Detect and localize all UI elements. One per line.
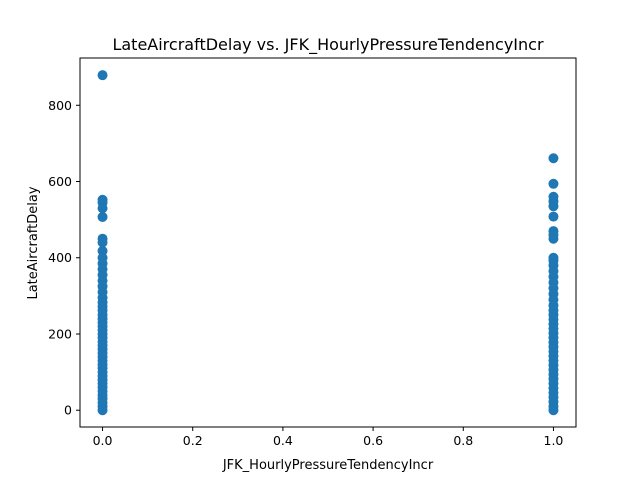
- y-tick-label: 200: [48, 326, 72, 341]
- data-point: [97, 70, 108, 81]
- plot-area: [79, 57, 577, 428]
- data-point: [97, 211, 108, 222]
- y-tick-label: 400: [48, 250, 72, 265]
- data-point: [97, 405, 108, 416]
- data-point: [97, 237, 108, 248]
- y-tick-label: 800: [48, 98, 72, 113]
- x-axis-label: JFK_HourlyPressureTendencyIncr: [222, 458, 434, 473]
- data-point: [548, 178, 559, 189]
- data-point: [548, 153, 559, 164]
- y-axis-label: LateAircraftDelay: [26, 186, 41, 299]
- data-point: [548, 233, 559, 244]
- x-tick-label: 0.8: [453, 433, 473, 448]
- data-point: [548, 211, 559, 222]
- x-tick-label: 0.4: [273, 433, 293, 448]
- chart-title: LateAircraftDelay vs. JFK_HourlyPressure…: [112, 35, 543, 55]
- data-point: [548, 201, 559, 212]
- data-point: [97, 245, 108, 256]
- y-axis-ticks: 0 200 400 600 800: [48, 98, 80, 418]
- data-points: [97, 70, 559, 416]
- data-point: [548, 405, 559, 416]
- data-point: [97, 203, 108, 214]
- y-tick-label: 600: [48, 174, 72, 189]
- x-axis-ticks: 0.0 0.2 0.4 0.6 0.8 1.0: [93, 427, 564, 448]
- x-tick-label: 0.6: [363, 433, 383, 448]
- x-tick-label: 0.0: [93, 433, 113, 448]
- y-tick-label: 0: [64, 403, 72, 418]
- x-tick-label: 0.2: [183, 433, 203, 448]
- x-tick-label: 1.0: [544, 433, 564, 448]
